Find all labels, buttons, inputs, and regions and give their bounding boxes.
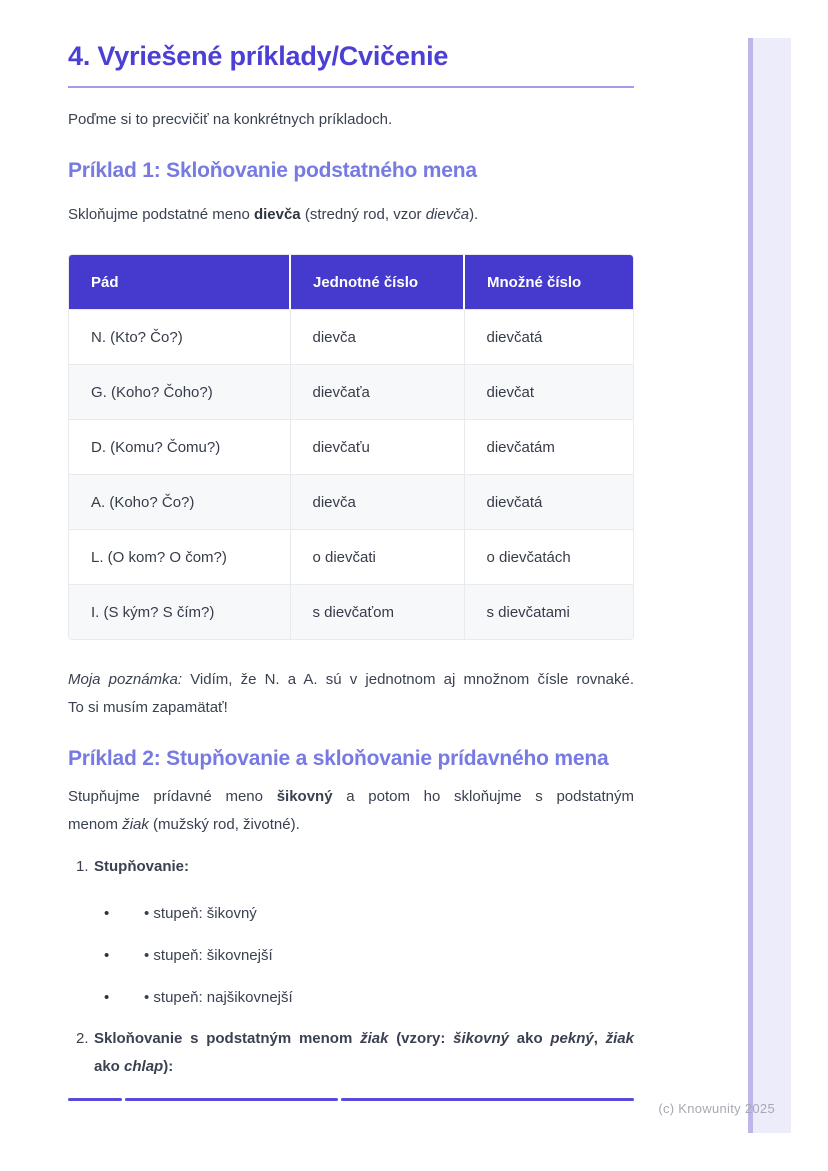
table-row: A. (Koho? Čo?) dievča dievčatá [69, 474, 633, 530]
step2-italic: žiak [360, 1030, 389, 1047]
step-item-2: 2. Skloňovanie s podstatným menom žiak (… [68, 1025, 634, 1081]
next-table-top-border [68, 1098, 634, 1101]
table-cell: D. (Komu? Čomu?) [69, 419, 290, 475]
column-header-plural: Množné číslo [463, 255, 633, 310]
step2-segment: ako [509, 1030, 551, 1047]
note-paragraph: Moja poznámka: Vidím, že N. a A. sú v je… [68, 666, 634, 722]
table-cell: o dievčati [289, 529, 464, 585]
table-border-segment [125, 1098, 338, 1101]
step2-text: Skloňovanie s podstatným menom žiak (vzo… [94, 1025, 634, 1081]
lead-italic-word: dievča [425, 206, 470, 223]
step2-line1: Skloňovanie s podstatným menom žiak (vzo… [94, 1025, 634, 1053]
steps-list: 1. Stupňovanie: • stupeň: šikovný • stup… [68, 853, 634, 1081]
page-title: 4. Vyriešené príklady/Cvičenie [68, 41, 449, 71]
table-cell: s dievčaťom [289, 584, 464, 639]
declension-table: Pád Jednotné číslo Množné číslo N. (Kto?… [69, 255, 633, 639]
step-number: 2. [76, 1030, 89, 1047]
lead-text: Stupňujme prídavné meno [68, 788, 277, 805]
lead2-line1: Stupňujme prídavné meno šikovný a potom … [68, 783, 634, 811]
step2-segment: Skloňovanie s podstatným menom [94, 1030, 361, 1047]
document-content: 4. Vyriešené príklady/Cvičenie Poďme si … [68, 0, 634, 1101]
lead-text: (stredný rod, vzor [300, 206, 426, 223]
step2-segment: ): [163, 1058, 174, 1075]
example2-heading: Príklad 2: Stupňovanie a skloňovanie prí… [68, 747, 609, 770]
step2-line2: ako chlap): [94, 1053, 634, 1081]
step2-segment: , [593, 1030, 606, 1047]
list-item: • stupeň: šikovný [94, 900, 634, 928]
page-edge-bar [748, 38, 791, 1133]
example2-lead: Stupňujme prídavné meno šikovný a potom … [68, 783, 634, 839]
note-line1: Moja poznámka: Vidím, že N. a A. sú v je… [68, 666, 634, 694]
lead-text: menom [68, 816, 123, 833]
table-cell: A. (Koho? Čo?) [69, 474, 290, 530]
lead-text: a potom ho skloňujme s podstatným [332, 788, 634, 805]
table-cell: I. (S kým? S čím?) [69, 584, 290, 639]
lead-italic-word: žiak [122, 816, 149, 833]
table-cell: G. (Koho? Čoho?) [69, 364, 290, 420]
table-row: G. (Koho? Čoho?) dievčaťa dievčat [69, 364, 633, 420]
table-cell: dievčatá [463, 474, 633, 530]
table-cell: dievčatám [463, 419, 633, 475]
step2-italic: šikovný [453, 1030, 509, 1047]
table-border-segment [68, 1098, 122, 1101]
intro-paragraph: Poďme si to precvičiť na konkrétnych prí… [68, 111, 393, 128]
lead2-line2: menom žiak (mužský rod, životné). [68, 811, 634, 839]
step2-segment: ako [94, 1058, 125, 1075]
lead-text: Skloňujme podstatné meno [68, 206, 254, 223]
step-number: 1. [76, 858, 89, 875]
table-header-row: Pád Jednotné číslo Množné číslo [69, 255, 633, 310]
step2-italic: pekný [550, 1030, 594, 1047]
note-line2: To si musím zapamätať! [68, 699, 228, 716]
table-cell: L. (O kom? O čom?) [69, 529, 290, 585]
column-header-pad: Pád [69, 255, 290, 310]
lead-text: (mužský rod, životné). [148, 816, 300, 833]
title-divider [68, 86, 634, 88]
step-item-1: 1. Stupňovanie: • stupeň: šikovný • stup… [68, 853, 634, 1012]
step1-label: Stupňovanie: [94, 858, 190, 875]
table-cell: dievčatá [463, 309, 633, 365]
table-cell: s dievčatami [463, 584, 633, 639]
table-cell: dievčaťu [289, 419, 464, 475]
lead-bold-word: dievča [253, 206, 301, 223]
example1-lead: Skloňujme podstatné meno dievča (stredný… [68, 201, 634, 229]
step2-italic: chlap [124, 1058, 164, 1075]
table-row: D. (Komu? Čomu?) dievčaťu dievčatám [69, 419, 633, 475]
step2-italic: žiak [605, 1030, 634, 1047]
table-cell: dievča [289, 309, 464, 365]
column-header-singular: Jednotné číslo [289, 255, 464, 310]
table-row: N. (Kto? Čo?) dievča dievčatá [69, 309, 633, 365]
table-cell: dievča [289, 474, 464, 530]
table-cell: dievčat [463, 364, 633, 420]
list-item: • stupeň: šikovnejší [94, 942, 634, 970]
watermark: (c) Knowunity 2025 [658, 1101, 775, 1116]
table-row: L. (O kom? O čom?) o dievčati o dievčatá… [69, 529, 633, 585]
example1-heading: Príklad 1: Skloňovanie podstatného mena [68, 159, 477, 182]
table-cell: dievčaťa [289, 364, 464, 420]
table-border-segment [341, 1098, 634, 1101]
note-label: Moja poznámka: [68, 671, 183, 688]
declension-table-wrapper: Pád Jednotné číslo Množné číslo N. (Kto?… [68, 254, 634, 640]
lead-bold-word: šikovný [276, 788, 333, 805]
table-cell: N. (Kto? Čo?) [69, 309, 290, 365]
table-row: I. (S kým? S čím?) s dievčaťom s dievčat… [69, 584, 633, 639]
lead-text: ). [469, 206, 479, 223]
list-item: • stupeň: najšikovnejší [94, 984, 634, 1012]
degrees-list: • stupeň: šikovný • stupeň: šikovnejší •… [94, 900, 634, 1012]
step2-segment: (vzory: [388, 1030, 454, 1047]
table-cell: o dievčatách [463, 529, 633, 585]
note-text: Vidím, že N. a A. sú v jednotnom aj množ… [182, 671, 634, 688]
